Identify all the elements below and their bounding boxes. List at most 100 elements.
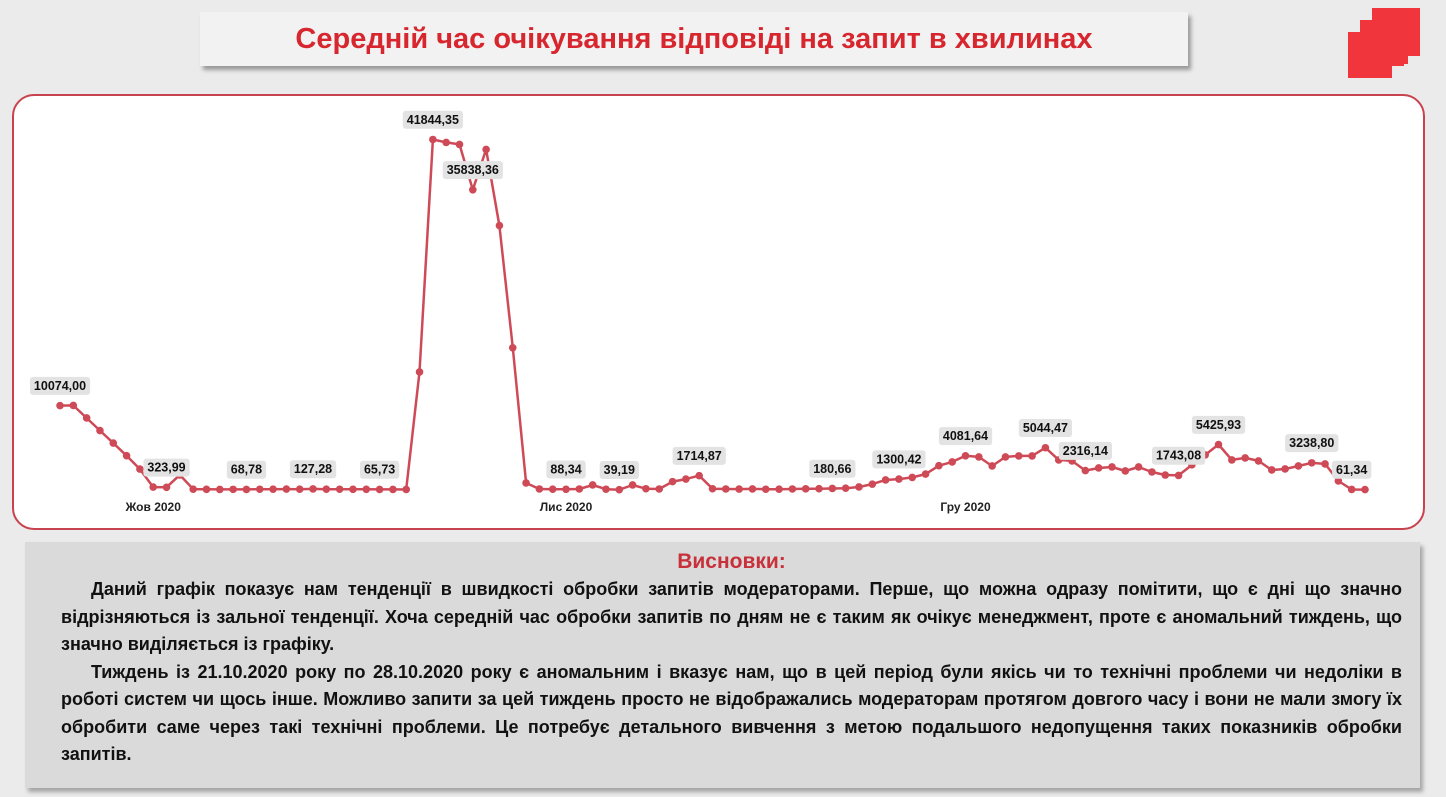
point — [881, 476, 890, 484]
point — [269, 485, 277, 493]
point — [1321, 460, 1329, 468]
data-label-bg — [289, 460, 337, 479]
point — [1281, 465, 1289, 473]
point — [602, 485, 610, 494]
point — [375, 485, 384, 494]
point — [295, 485, 304, 494]
point — [801, 485, 810, 493]
point — [482, 145, 490, 154]
point — [309, 485, 317, 493]
point — [895, 475, 903, 483]
point — [1014, 452, 1023, 460]
data-label-bg — [1332, 460, 1372, 479]
point — [1081, 466, 1090, 475]
point — [322, 485, 331, 493]
data-label: 35838,36 — [442, 161, 503, 180]
point — [908, 473, 917, 482]
point — [548, 485, 557, 493]
data-label: 180,66 — [809, 459, 856, 478]
data-label: 127,28 — [289, 460, 337, 479]
data-label-bg — [599, 460, 639, 479]
data-label-bg — [1058, 441, 1112, 460]
point — [655, 485, 664, 493]
x-tick-label: Гру 2020 — [940, 500, 991, 514]
point — [136, 465, 144, 473]
point — [1001, 453, 1010, 461]
point — [748, 485, 757, 493]
point — [1094, 464, 1103, 472]
point — [82, 414, 91, 422]
data-label-text: 3238,80 — [1289, 436, 1334, 450]
point — [935, 461, 943, 470]
data-label-bg — [359, 460, 400, 479]
paragraph: Даний графік показує нам тенденції в шви… — [61, 579, 1402, 654]
data-label-bg — [938, 427, 993, 446]
point — [642, 484, 650, 493]
data-label-text: 1743,08 — [1156, 449, 1201, 463]
point — [868, 480, 877, 488]
data-label: 10074,00 — [29, 376, 91, 395]
paragraph: Тиждень із 21.10.2020 року по 28.10.2020… — [61, 661, 1402, 765]
chart-title: Середній час очікування відповіді на зап… — [295, 22, 1093, 55]
conclusions-title: Висновки: — [677, 550, 786, 573]
data-label-text: 2316,14 — [1063, 444, 1108, 458]
point — [508, 343, 517, 352]
logo-block — [1392, 54, 1404, 66]
data-label: 1714,87 — [672, 446, 726, 465]
line — [59, 138, 1366, 491]
data-label-text: 5425,93 — [1196, 418, 1241, 432]
data-label-text: 4081,64 — [943, 429, 988, 443]
data-label-bg — [672, 446, 726, 465]
point — [562, 485, 570, 494]
data-label-bg — [809, 459, 856, 478]
point — [429, 135, 437, 144]
point — [1161, 471, 1170, 479]
data-label-text: 41844,35 — [407, 113, 459, 127]
point — [415, 368, 424, 376]
data-label-text: 68,78 — [231, 463, 262, 477]
point — [162, 483, 171, 492]
point — [362, 485, 371, 494]
data-label-bg — [442, 161, 503, 180]
point — [735, 485, 743, 493]
point — [282, 485, 291, 493]
title-box: Середній час очікування відповіді на зап… — [200, 12, 1188, 66]
data-label-text: 180,66 — [813, 462, 851, 476]
data-label: 5044,47 — [1018, 419, 1073, 438]
point — [1214, 440, 1223, 449]
point — [695, 471, 703, 480]
point — [56, 401, 64, 410]
point — [189, 485, 197, 493]
data-label: 5425,93 — [1191, 415, 1246, 434]
logo — [1348, 8, 1420, 78]
point — [349, 485, 357, 494]
data-label-bg — [402, 110, 463, 129]
point — [855, 483, 863, 491]
data-label-text: 88,34 — [550, 463, 581, 477]
data-label: 88,34 — [546, 460, 586, 479]
point — [335, 485, 344, 494]
conclusions: Висновки: Даний графік показує нам тенде… — [25, 542, 1420, 788]
point — [402, 485, 411, 494]
data-label-text: 1300,42 — [876, 452, 921, 466]
point — [1134, 463, 1143, 471]
point — [1347, 485, 1356, 494]
data-label-text: 35838,36 — [447, 163, 499, 177]
data-label: 68,78 — [226, 460, 267, 479]
point — [1148, 468, 1156, 476]
data-label-bg — [1151, 446, 1206, 465]
data-label-bg — [1191, 415, 1246, 434]
point — [1174, 471, 1183, 480]
data-label: 39,19 — [599, 460, 639, 479]
point — [1121, 467, 1130, 475]
point — [109, 439, 118, 447]
point — [921, 470, 930, 478]
point — [122, 451, 131, 460]
point — [988, 462, 996, 470]
point — [1108, 463, 1116, 471]
data-label-text: 1714,87 — [677, 449, 722, 463]
data-label-bg — [1018, 419, 1073, 438]
point — [1241, 454, 1249, 462]
data-label-text: 65,73 — [364, 463, 395, 477]
